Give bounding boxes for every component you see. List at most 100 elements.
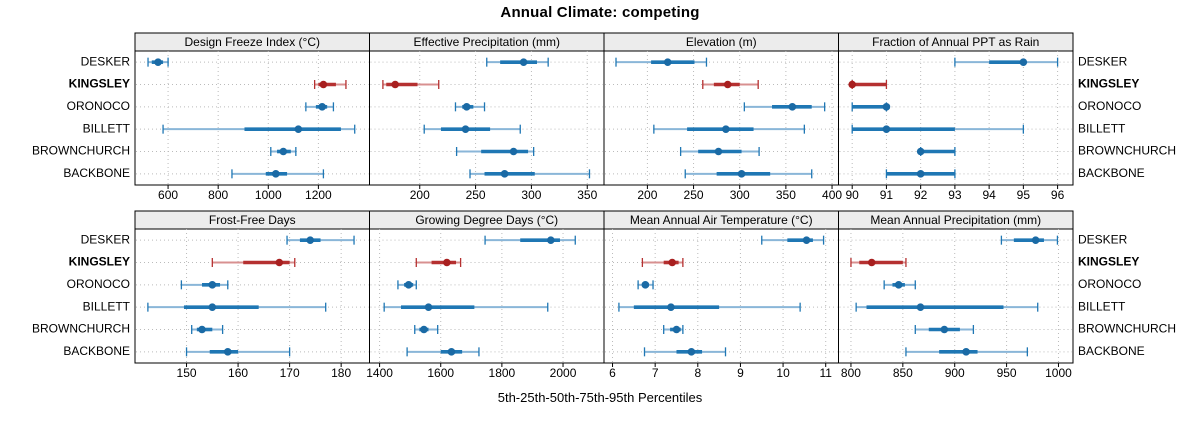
median-dot (462, 103, 471, 111)
axis-tick-label: 850 (893, 366, 913, 380)
median-dot (867, 258, 876, 267)
median-dot (154, 58, 162, 66)
median-dot (667, 303, 675, 311)
station-label-right: ORONOCO (1078, 277, 1141, 291)
axis-tick-label: 1600 (427, 366, 454, 380)
panel-plot-area (134, 228, 370, 364)
panel-plot-area (838, 228, 1074, 364)
axis-tick-label: 10 (776, 366, 790, 380)
station-label-right: BACKBONE (1078, 166, 1145, 180)
axis-tick-label: 1400 (366, 366, 393, 380)
median-dot (916, 170, 925, 178)
median-dot (275, 258, 284, 267)
axis-tick-label: 900 (945, 366, 965, 380)
median-dot (420, 325, 428, 334)
median-dot (962, 348, 970, 356)
median-dot (663, 58, 672, 66)
station-label-right: DESKER (1078, 232, 1128, 246)
station-label-left: BROWNCHURCH (32, 322, 130, 336)
median-dot (687, 348, 696, 356)
axis-tick-label: 800 (841, 366, 861, 380)
axis-tick-label: 96 (1051, 188, 1065, 202)
axis-tick-label: 200 (637, 188, 657, 202)
median-dot (714, 147, 723, 156)
panel-strip-title: Design Freeze Index (°C) (184, 35, 320, 49)
station-label-left: BROWNCHURCH (32, 144, 130, 158)
median-dot (319, 80, 328, 89)
axis-tick-label: 600 (158, 188, 178, 202)
axis-tick-label: 170 (280, 366, 300, 380)
station-label-right: BROWNCHURCH (1078, 322, 1176, 336)
axis-tick-label: 90 (846, 188, 860, 202)
median-dot (223, 348, 232, 356)
axis-tick-label: 93 (948, 188, 962, 202)
station-label-right: BILLETT (1078, 299, 1126, 313)
median-dot (294, 125, 303, 133)
axis-tick-label: 250 (466, 188, 486, 202)
station-label-left: KINGSLEY (69, 255, 130, 269)
median-dot (447, 348, 456, 356)
median-dot (279, 147, 288, 156)
median-dot (788, 103, 797, 111)
median-dot (208, 281, 217, 289)
median-dot (737, 170, 746, 178)
axis-tick-label: 1800 (489, 366, 516, 380)
panel-plot-area (369, 50, 605, 186)
panel-plot-area (603, 50, 839, 186)
axis-tick-label: 94 (982, 188, 996, 202)
axis-tick-label: 250 (684, 188, 704, 202)
median-dot (940, 325, 949, 334)
median-dot (509, 147, 518, 156)
axis-tick-label: 92 (914, 188, 928, 202)
median-dot (723, 80, 732, 89)
axis-tick-label: 350 (577, 188, 597, 202)
median-dot (894, 281, 903, 289)
axis-tick-label: 9 (737, 366, 744, 380)
panel-strip-title: Mean Annual Air Temperature (°C) (630, 213, 813, 227)
median-dot (198, 325, 206, 334)
axis-tick-label: 150 (177, 366, 197, 380)
axis-tick-label: 1000 (255, 188, 282, 202)
panel-strip-title: Fraction of Annual PPT as Rain (872, 35, 1039, 49)
median-dot (424, 303, 433, 311)
median-dot (916, 147, 925, 156)
panel-strip-title: Frost-Free Days (209, 213, 296, 227)
panel-plot-area (838, 50, 1074, 186)
median-dot (848, 80, 856, 89)
median-dot (882, 125, 891, 133)
median-dot (882, 103, 891, 111)
median-dot (802, 236, 811, 244)
median-dot (519, 58, 528, 66)
median-dot (208, 303, 217, 311)
station-label-right: ORONOCO (1078, 99, 1141, 113)
axis-tick-label: 950 (997, 366, 1017, 380)
median-dot (1019, 58, 1028, 66)
station-label-right: BACKBONE (1078, 344, 1145, 358)
axis-tick-label: 800 (208, 188, 228, 202)
axis-tick-label: 400 (822, 188, 842, 202)
station-label-left: ORONOCO (67, 277, 130, 291)
median-dot (391, 80, 399, 89)
median-dot (318, 103, 326, 111)
axis-tick-label: 11 (819, 366, 832, 380)
panel-strip-title: Effective Precipitation (mm) (414, 35, 561, 49)
station-label-right: BILLETT (1078, 121, 1126, 135)
station-label-left: BACKBONE (63, 344, 130, 358)
axis-tick-label: 1200 (305, 188, 332, 202)
median-dot (443, 258, 451, 267)
station-label-right: DESKER (1078, 54, 1128, 68)
chart-title: Annual Climate: competing (500, 4, 700, 21)
axis-tick-label: 300 (521, 188, 541, 202)
median-dot (722, 125, 730, 133)
median-dot (404, 281, 413, 289)
station-label-right: KINGSLEY (1078, 77, 1139, 91)
median-dot (1031, 236, 1040, 244)
median-dot (461, 125, 470, 133)
percentile-axis-caption: 5th-25th-50th-75th-95th Percentiles (497, 390, 703, 405)
station-label-left: BACKBONE (63, 166, 130, 180)
axis-tick-label: 8 (694, 366, 701, 380)
median-dot (272, 170, 280, 178)
axis-tick-label: 95 (1017, 188, 1031, 202)
